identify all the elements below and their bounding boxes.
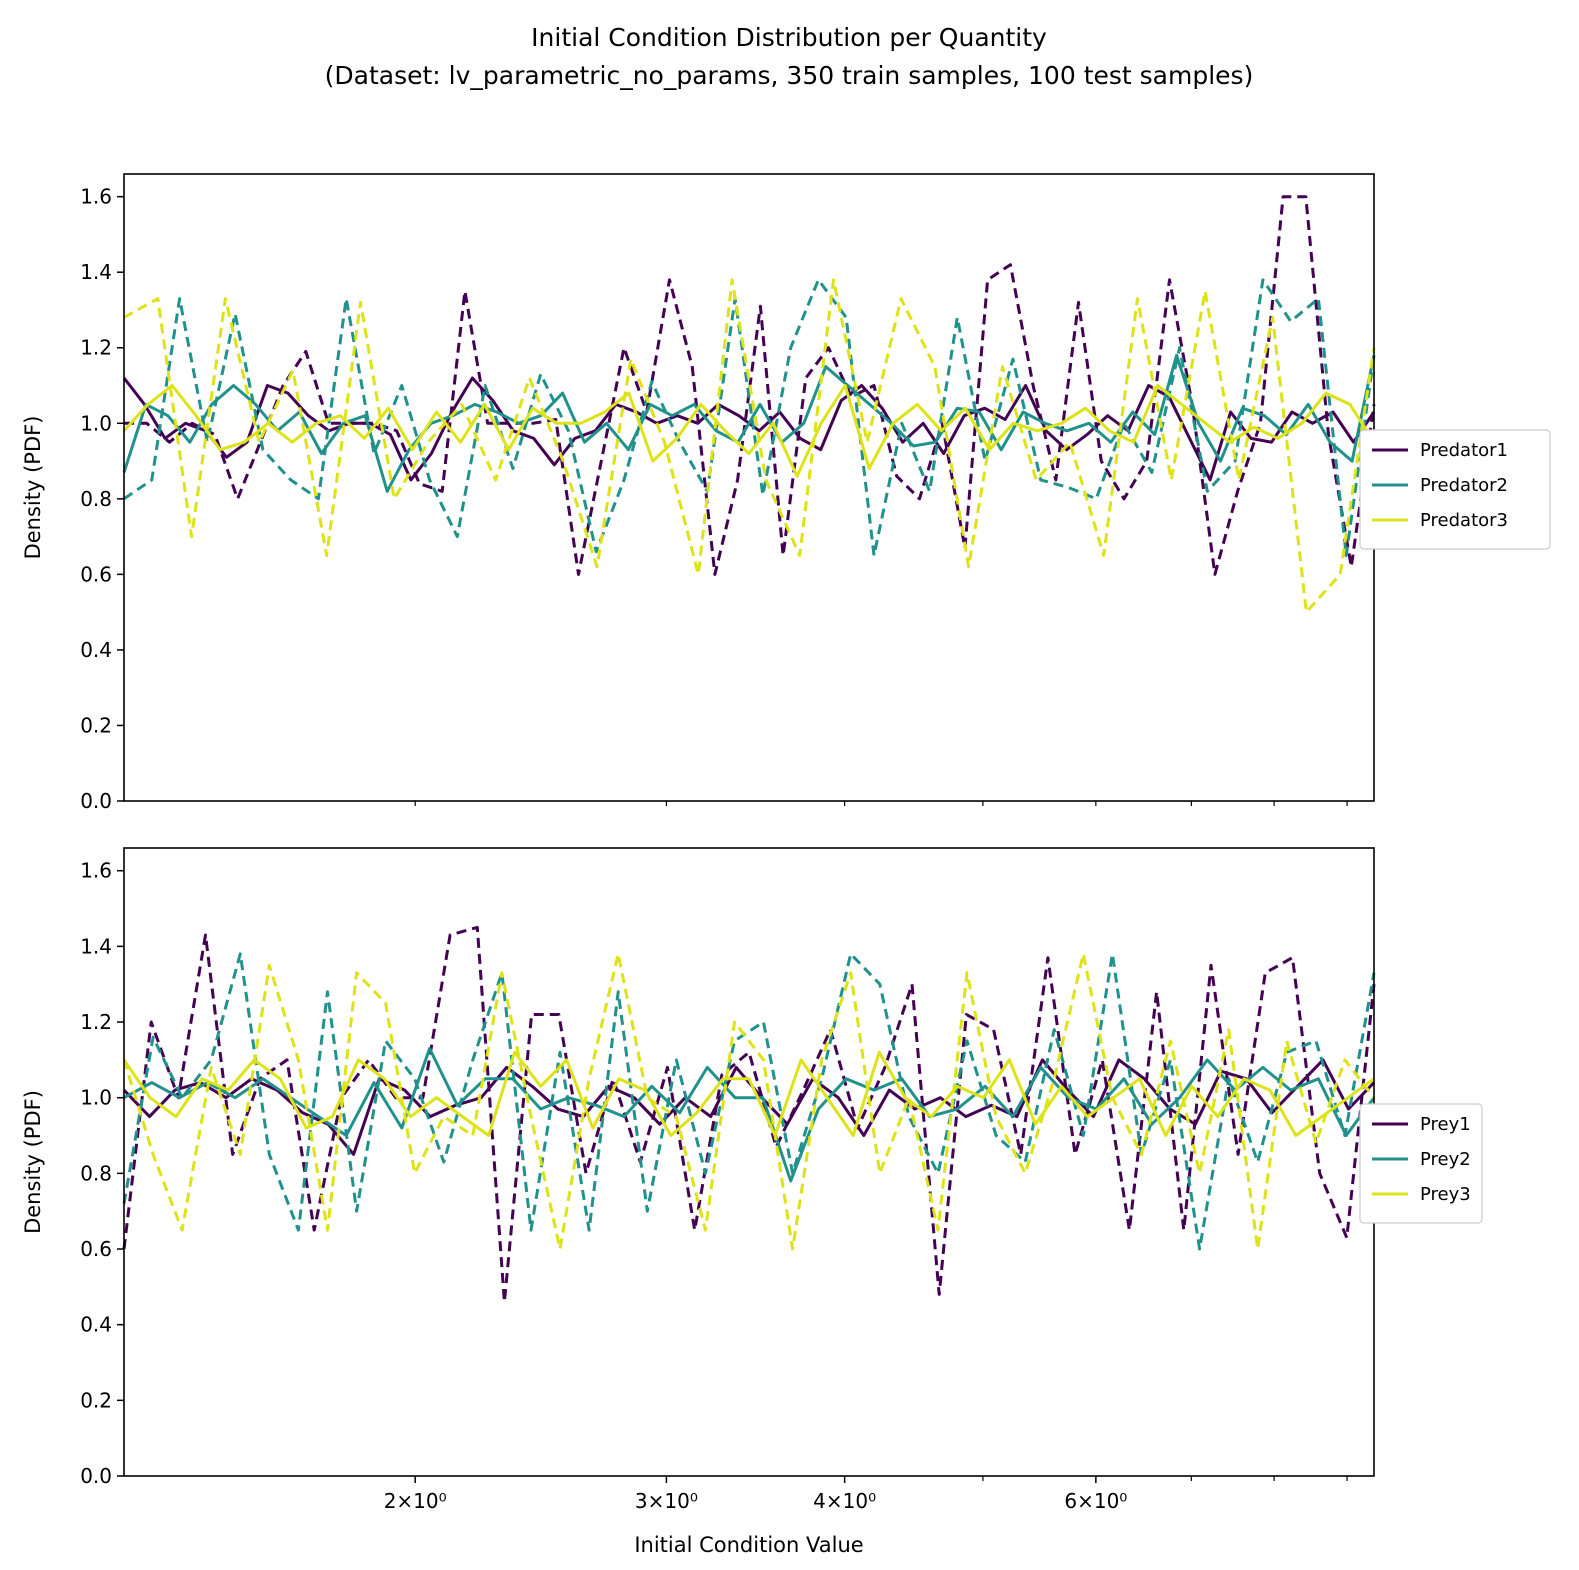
y-tick-label: 1.6: [80, 859, 112, 883]
y-tick-label: 1.0: [80, 1086, 112, 1110]
legend: Prey1 Prey2 Prey3: [1359, 1103, 1483, 1224]
y-tick-label: 1.4: [80, 260, 112, 284]
y-tick-label: 0.0: [80, 1464, 112, 1488]
x-tick-label: 6×10⁰: [1064, 1489, 1127, 1513]
y-tick-label: 0.2: [80, 713, 112, 737]
y-tick-label: 0.4: [80, 638, 112, 662]
y-tick-label: 0.4: [80, 1313, 112, 1337]
y-tick-label: 0.6: [80, 1237, 112, 1261]
series-line-predator3: [122, 384, 1376, 478]
series-line-prey1: [122, 1058, 1376, 1156]
legend-label: Prey2: [1420, 1149, 1471, 1170]
y-tick-label: 0.8: [80, 487, 112, 511]
y-tick-label: 0.6: [80, 562, 112, 586]
y-tick-label: 1.6: [80, 185, 112, 209]
series-line-prey2: [123, 1047, 1376, 1183]
axes-frame: [123, 173, 1375, 802]
figure-title-line2: (Dataset: lv_parametric_no_params, 350 t…: [325, 61, 1254, 90]
y-axis-label: Density (PDF): [21, 1090, 45, 1234]
series-line-predator2: [122, 353, 1376, 493]
legend-label: Predator3: [1420, 510, 1508, 531]
top-panel: 0.0 0.2 0.4 0.6 0.8 1.0 1.2 1.4 1.6 Density (PDF)…: [21, 173, 1551, 813]
series-line-predator3-test: [123, 278, 1376, 614]
x-tick-label: 2×10⁰: [384, 1489, 447, 1513]
y-tick-label: 0.2: [80, 1388, 112, 1412]
series-line-predator1-test: [124, 195, 1376, 576]
legend-label: Predator2: [1420, 475, 1508, 496]
x-axis-label: Initial Condition Value: [634, 1533, 863, 1557]
series-line-prey3-test: [122, 952, 1376, 1251]
y-tick-label: 0.8: [80, 1161, 112, 1185]
series-line-prey3: [122, 1050, 1375, 1137]
legend-label: Prey1: [1420, 1114, 1471, 1135]
y-tick-label: 1.2: [80, 336, 112, 360]
y-tick-label: 1.4: [80, 934, 112, 958]
x-tick-label: 3×10⁰: [635, 1489, 698, 1513]
legend: Predator1 Predator2 Predator3: [1359, 429, 1551, 550]
bottom-panel: 0.0 0.2 0.4 0.6 0.8 1.0 1.2 1.4 1.6 Density (PDF)…: [21, 847, 1483, 1557]
series-line-prey2-test: [122, 952, 1376, 1251]
legend-label: Predator1: [1420, 440, 1508, 461]
y-tick-label: 0.0: [80, 789, 112, 813]
y-axis-label: Density (PDF): [21, 416, 45, 560]
legend-label: Prey3: [1420, 1184, 1471, 1205]
series-line-predator2-test: [123, 278, 1376, 557]
y-tick-label: 1.2: [80, 1010, 112, 1034]
x-tick-label: 4×10⁰: [813, 1489, 876, 1513]
figure-title-line1: Initial Condition Distribution per Quant…: [531, 23, 1047, 52]
y-tick-label: 1.0: [80, 411, 112, 435]
